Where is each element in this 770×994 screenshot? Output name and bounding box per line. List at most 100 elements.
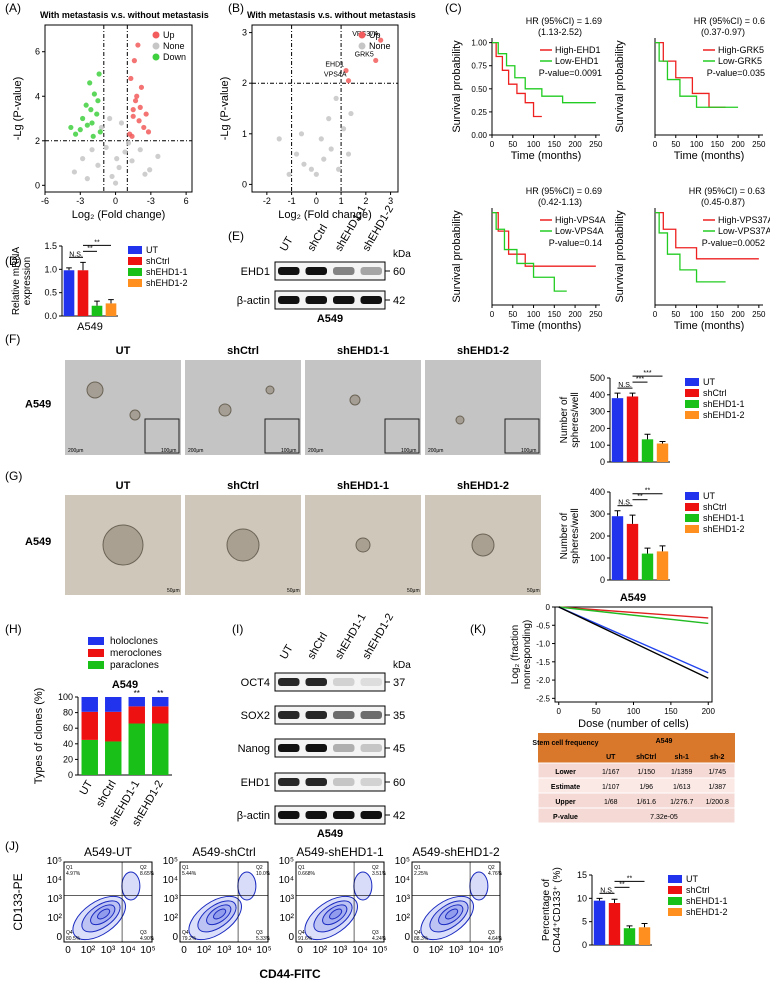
density-contour [429,900,469,933]
bar [608,903,621,945]
band [360,744,382,752]
y-axis-label: Number of [559,396,570,443]
quadrant-percentage: 3.51% [372,871,387,877]
legend-swatch [88,661,104,669]
survival-curve [492,211,596,267]
x-tick-label: 10⁵ [488,945,503,956]
legend-swatch [128,246,142,254]
significance-label: N.S. [618,500,632,507]
lane-label: UT [278,643,296,662]
x-axis-label: Time (months) [674,150,745,162]
row-label: EHD1 [241,266,270,278]
legend-swatch [152,42,160,50]
x-tick-label: 10³ [449,945,464,956]
y-tick-label: 10² [280,913,295,924]
band [305,778,327,786]
point [333,95,339,101]
table-row [537,807,736,824]
x-tick-label: 50 [508,310,517,319]
y-axis-label: CD44⁺CD133⁺ (%) [552,867,563,953]
y-axis-label: Number of [559,512,570,559]
quadrant-percentage: 8.65% [140,871,155,877]
x-tick-label: shCtrl [94,779,119,810]
y-tick-label: -2.5 [536,694,550,703]
quadrant-percentage: 79.2% [182,936,197,942]
y-tick-label: 10³ [280,894,295,905]
x-tick-label: 200 [731,140,745,149]
plot-title: With metastasis v.s. without metastasis [247,10,416,20]
significance-label: ** [94,239,100,246]
point [112,180,119,186]
scale-label: 200μm [308,448,323,454]
table-cell: 1/613 [673,784,691,791]
x-tick-label: 10³ [217,945,232,956]
y-tick-label: 6 [35,47,40,57]
x-tick-label: 250 [589,140,603,149]
y-tick-label: 1.00 [471,39,487,48]
point [326,116,332,122]
band [278,778,300,786]
band [278,678,300,686]
point [286,171,292,177]
plot-title: A549 [112,679,138,691]
table-column-header: UT [606,754,616,761]
y-tick-label: 10² [396,913,411,924]
y-tick-label: 10³ [396,894,411,905]
fit-line [558,606,709,625]
y-tick-label: 10² [48,913,63,924]
survival-curve [655,211,726,283]
density-contour [213,908,227,920]
point [96,71,102,77]
row-label: SOX2 [241,710,270,722]
panel-label: (G) [5,469,22,483]
x-tick-label: 10⁴ [352,945,367,956]
panel-label: (A) [5,1,21,15]
scale-label: 50μm [407,588,420,594]
x-tick-label: 100 [690,140,704,149]
kda-label: 60 [393,266,405,278]
x-tick-label: 10⁵ [140,945,155,956]
sphere [226,528,260,562]
x-tick-label: 10³ [333,945,348,956]
legend-swatch [685,525,699,533]
y-tick-label: 10⁴ [395,875,410,886]
y-tick-label: 300 [590,407,605,417]
error-bar [659,545,666,552]
significance-label: ** [619,881,625,888]
bar-segment [105,697,122,712]
bar-segment [81,697,98,712]
point [77,127,83,133]
legend-swatch [152,31,160,39]
x-tick-label: 10² [429,945,444,956]
plot-title: A549-UT [84,845,133,859]
table-cell: 1/200.8 [706,799,729,806]
x-tick-label: 0 [653,140,658,149]
band [278,296,300,304]
x-tick-label: 10² [313,945,328,956]
point [131,58,137,64]
y-tick-label: 10⁴ [163,875,178,886]
plot-title: A549-shCtrl [192,845,255,859]
hazard-ratio: HR (95%CI) = 0.6 [694,16,765,26]
point [345,151,352,157]
y-axis-label: Survival probability [614,210,626,303]
p-value: P-value=0.0052 [702,238,765,248]
bar-segment [105,741,122,775]
y-tick-label: 400 [590,390,605,400]
panel-label: (E) [228,229,244,243]
x-tick-label: 0 [413,945,419,956]
y-tick-label: 0 [56,932,62,943]
sphere [86,381,104,399]
error-bar [629,392,636,397]
sphere [355,537,371,553]
band [305,711,327,719]
y-tick-label: 0 [600,575,605,585]
survival-curve [492,211,567,292]
confidence-interval: (0.37-0.97) [701,27,745,37]
error-bar [80,261,86,271]
panel-label: (F) [5,332,20,346]
point-label: VPS37A [352,31,379,38]
y-tick-label: 2 [35,136,40,146]
y-tick-label: 60 [63,723,73,733]
sphere [129,409,141,421]
